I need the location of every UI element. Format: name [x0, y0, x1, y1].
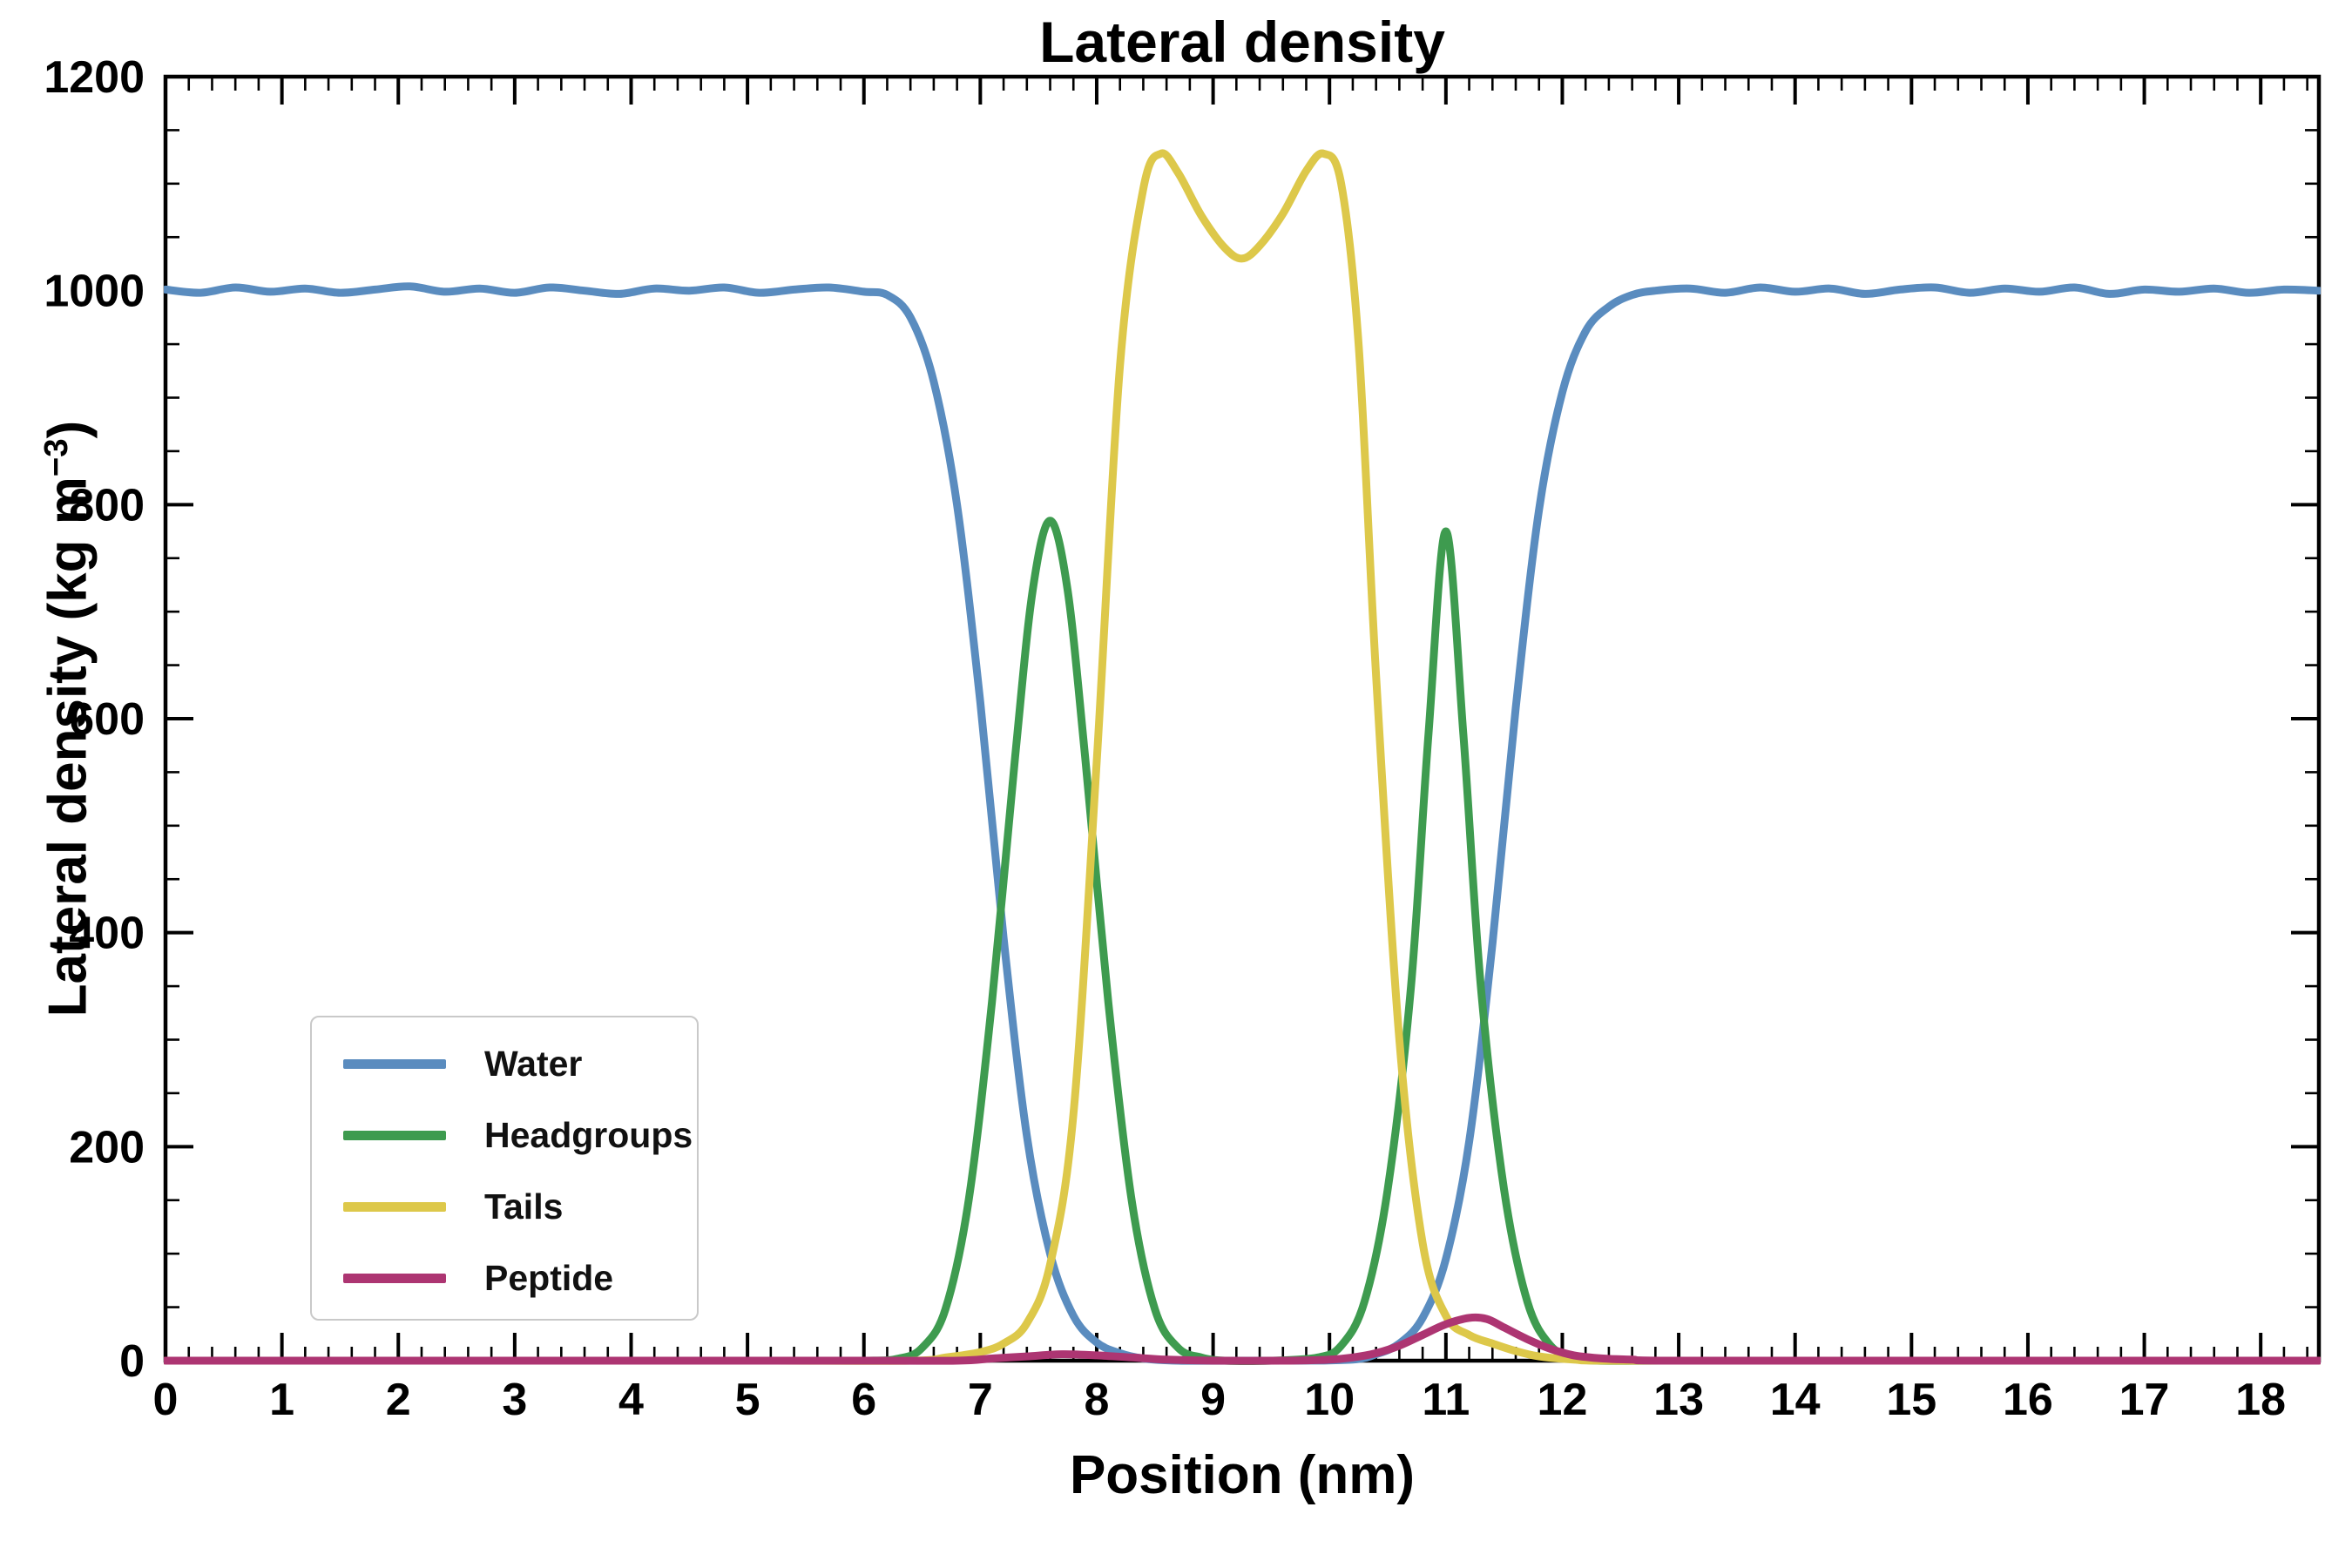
legend-label-tails: Tails — [484, 1186, 564, 1227]
x-tick-label: 8 — [1085, 1375, 1110, 1425]
x-tick-label: 2 — [386, 1375, 411, 1425]
y-tick-label: 1200 — [44, 52, 145, 103]
y-tick-label: 400 — [69, 909, 145, 959]
legend-item-headgroups: Headgroups — [312, 1099, 697, 1171]
y-axis-label-text: Lateral density (kg m — [37, 476, 98, 1017]
y-tick-label: 800 — [69, 480, 145, 531]
series-line-tails — [164, 149, 2321, 1365]
series-line-peptide — [164, 1313, 2321, 1365]
y-tick-label: 1000 — [44, 267, 145, 317]
x-tick-label: 0 — [153, 1375, 179, 1425]
legend-item-tails: Tails — [312, 1171, 697, 1242]
y-tick-label: 600 — [69, 694, 145, 745]
x-tick-label: 1 — [269, 1375, 294, 1425]
x-tick-label: 10 — [1304, 1375, 1355, 1425]
x-tick-label: 6 — [851, 1375, 876, 1425]
legend-swatch-peptide — [343, 1273, 446, 1283]
x-tick-label: 5 — [735, 1375, 760, 1425]
legend-swatch-tails — [343, 1201, 446, 1212]
legend-label-headgroups: Headgroups — [484, 1114, 693, 1155]
legend-label-peptide: Peptide — [484, 1257, 614, 1298]
y-tick-label: 200 — [69, 1122, 145, 1173]
y-tick-label: 0 — [119, 1336, 145, 1387]
x-tick-label: 9 — [1200, 1375, 1226, 1425]
y-axis-label-exponent: −3 — [37, 438, 75, 477]
x-tick-label: 14 — [1770, 1375, 1821, 1425]
x-tick-label: 16 — [2003, 1375, 2053, 1425]
x-tick-label: 7 — [968, 1375, 993, 1425]
legend-label-water: Water — [484, 1043, 583, 1084]
y-axis-label: Lateral density (kg m−3) — [37, 421, 99, 1017]
legend-item-peptide: Peptide — [312, 1242, 697, 1314]
x-tick-label: 18 — [2235, 1375, 2286, 1425]
chart-title: Lateral density — [1039, 10, 1445, 74]
legend-item-water: Water — [312, 1028, 697, 1099]
legend-swatch-water — [343, 1058, 446, 1069]
legend: Water Headgroups Tails Peptide — [310, 1016, 699, 1321]
x-tick-label: 12 — [1538, 1375, 1588, 1425]
x-tick-label: 17 — [2119, 1375, 2170, 1425]
x-tick-label: 13 — [1653, 1375, 1704, 1425]
x-tick-label: 3 — [502, 1375, 527, 1425]
x-axis-label: Position (nm) — [1069, 1445, 1416, 1505]
y-axis-label-close: ) — [37, 420, 98, 439]
x-tick-label: 4 — [618, 1375, 644, 1425]
x-tick-label: 15 — [1886, 1375, 1936, 1425]
x-tick-label: 11 — [1422, 1375, 1470, 1425]
legend-swatch-headgroups — [343, 1130, 446, 1140]
